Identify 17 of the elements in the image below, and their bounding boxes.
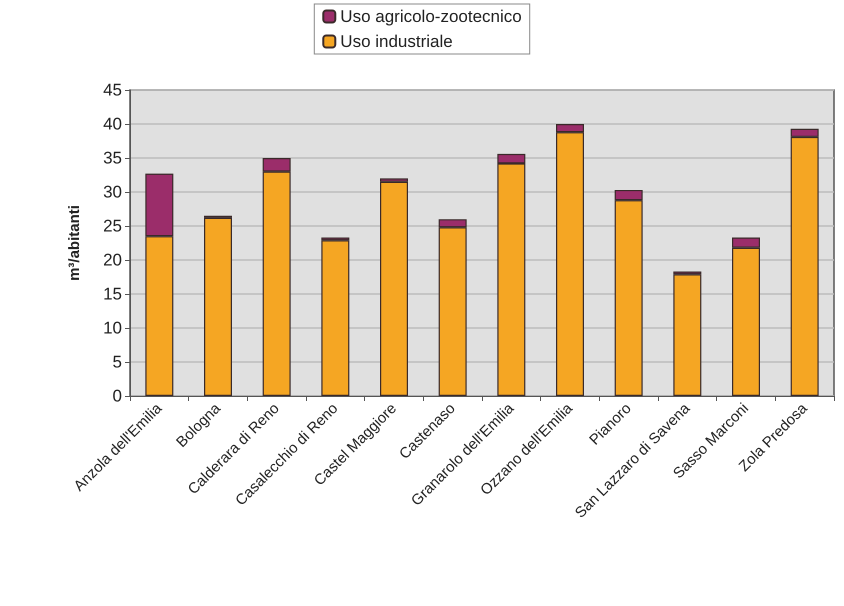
y-tick-label: 30 — [103, 182, 122, 202]
y-tick-label: 10 — [103, 318, 122, 338]
y-axis-title: m³/abitanti — [66, 205, 83, 281]
y-tick-label: 20 — [103, 250, 122, 270]
legend-label: Uso industriale — [340, 32, 453, 51]
legend-label: Uso agricolo-zootecnico — [340, 7, 522, 26]
bar — [673, 274, 702, 396]
bar — [204, 218, 232, 396]
y-tick-label: 5 — [112, 352, 122, 372]
y-tick-label: 40 — [103, 114, 122, 134]
bar — [321, 240, 350, 396]
y-tick-label: 15 — [103, 284, 122, 304]
y-tick-label: 0 — [112, 386, 122, 406]
y-tick-label: 45 — [103, 80, 122, 100]
y-tick-label: 25 — [103, 216, 122, 236]
bar — [380, 182, 408, 396]
y-tick-label: 35 — [103, 148, 122, 168]
